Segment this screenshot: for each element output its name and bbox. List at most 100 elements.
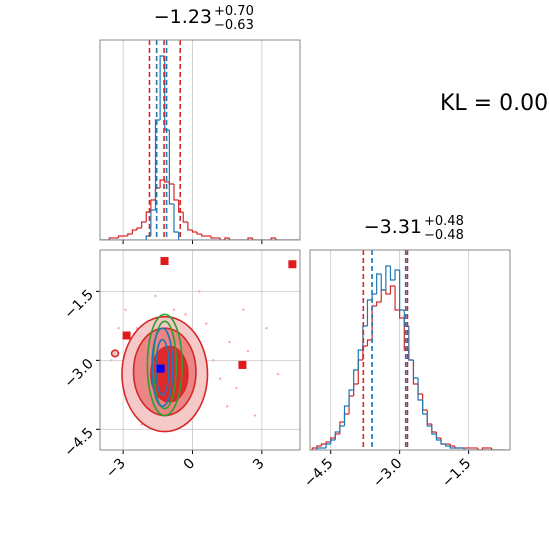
panel-frame <box>309 249 511 451</box>
histogram-step <box>343 413 350 422</box>
histogram-step <box>334 431 340 440</box>
title-upper: +0.48 <box>424 214 464 229</box>
plot-area <box>100 40 299 240</box>
histogram-step <box>440 438 446 445</box>
marker <box>238 360 247 369</box>
sample-point <box>117 326 120 330</box>
histogram-step <box>394 286 400 311</box>
sample-point <box>242 308 245 311</box>
histogram-step <box>380 289 386 302</box>
plot-area <box>110 257 297 433</box>
sample-point <box>184 313 187 316</box>
x-tick-label: 0 <box>181 456 199 474</box>
histogram-step <box>339 425 345 432</box>
histogram-step <box>154 119 161 210</box>
histogram-step <box>187 222 193 231</box>
histogram-step <box>108 237 114 240</box>
histogram-step <box>385 265 391 290</box>
histogram-step <box>150 209 156 236</box>
histogram-step <box>380 274 386 291</box>
sample-point <box>205 322 208 325</box>
histogram-step <box>449 444 455 447</box>
histogram-step <box>173 184 179 201</box>
histogram-step <box>275 238 281 240</box>
panel-frame <box>99 39 301 241</box>
histogram-step <box>481 447 488 450</box>
histogram-step <box>422 394 428 411</box>
histogram-step <box>412 360 419 385</box>
histogram-step <box>150 199 156 212</box>
sample-point <box>110 359 113 362</box>
histogram-step <box>431 426 437 435</box>
contour <box>146 313 183 417</box>
x-tick-label: −1.5 <box>439 456 474 491</box>
histogram-step <box>219 238 225 240</box>
histogram-step <box>210 236 216 239</box>
histogram-step <box>417 384 423 395</box>
sample-point <box>219 377 222 380</box>
histogram-step <box>435 432 442 439</box>
histogram-step <box>159 55 165 120</box>
histogram-step <box>426 410 432 425</box>
histogram-step <box>320 443 327 446</box>
histogram-step <box>252 238 258 240</box>
contour <box>151 327 174 408</box>
histogram-step <box>191 230 198 233</box>
sample-point <box>225 405 229 408</box>
histogram-step <box>224 237 230 240</box>
sample-point <box>154 294 157 298</box>
histogram-step <box>376 301 382 306</box>
histogram-step <box>353 383 359 396</box>
histogram-step <box>325 443 331 448</box>
histogram-step <box>182 212 188 223</box>
histogram-step <box>316 447 322 450</box>
histogram-step <box>131 229 137 234</box>
histogram-step <box>330 439 336 444</box>
sample-point <box>246 349 250 353</box>
sample-point <box>212 359 215 362</box>
histogram-step <box>173 204 179 233</box>
sample-point <box>253 414 257 417</box>
histogram-step <box>449 446 455 449</box>
sample-point <box>276 372 280 376</box>
histogram-step <box>325 441 331 444</box>
histogram-step <box>117 235 124 238</box>
sample-point <box>172 308 176 311</box>
histogram-step <box>127 233 133 236</box>
sample-point <box>265 326 268 330</box>
histogram-step <box>445 444 451 447</box>
histogram-step <box>366 339 373 346</box>
histogram-step <box>357 349 363 370</box>
sample-point <box>124 308 127 311</box>
histogram-step <box>270 237 276 240</box>
histogram-step <box>201 234 207 237</box>
histogram-step <box>408 326 414 361</box>
histogram-step <box>348 389 354 406</box>
title-lower: −0.63 <box>214 18 254 33</box>
histogram-step <box>178 232 184 240</box>
histogram-step <box>136 227 142 230</box>
histogram-step <box>348 395 354 414</box>
title-upper: +0.70 <box>214 4 254 19</box>
histogram-step <box>408 350 414 361</box>
marker <box>122 331 131 340</box>
histogram-step <box>228 238 235 240</box>
x-tick-label: −3 <box>103 456 129 482</box>
y-tick-label: −4.5 <box>61 425 96 460</box>
sample-point <box>198 290 201 293</box>
x-tick-label: 3 <box>250 456 268 474</box>
y-tick-label: −3.0 <box>61 356 96 391</box>
histogram-step <box>399 310 405 319</box>
histogram-step <box>417 378 423 401</box>
y-tick-label: −1.5 <box>61 287 96 322</box>
histogram-step <box>412 360 419 379</box>
histogram-step <box>435 434 442 441</box>
plot-area <box>311 250 506 450</box>
contour <box>110 349 120 358</box>
x-tick-label: −4.5 <box>301 456 336 491</box>
histogram-step <box>376 273 382 294</box>
histogram-step <box>422 400 428 415</box>
histogram-step <box>385 290 391 295</box>
